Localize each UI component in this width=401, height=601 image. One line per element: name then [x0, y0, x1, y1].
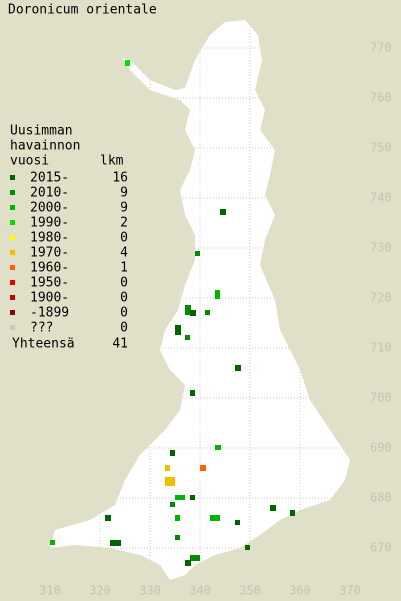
- y-tick-label: 680: [370, 491, 392, 505]
- legend-count: 0: [120, 306, 128, 321]
- legend-count: 1: [120, 261, 128, 276]
- legend-label: 1990-: [30, 216, 69, 231]
- legend-count: 9: [120, 186, 128, 201]
- observation: [235, 365, 241, 371]
- legend-swatch: [10, 280, 15, 285]
- legend-count: 16: [112, 171, 128, 186]
- y-tick-label: 690: [370, 441, 392, 455]
- observation: [190, 310, 196, 316]
- legend-count: 0: [120, 291, 128, 306]
- observation: [110, 540, 121, 546]
- y-tick-label: 760: [370, 91, 392, 105]
- legend-swatch: [10, 250, 15, 255]
- legend-count: 0: [120, 231, 128, 246]
- x-tick-label: 370: [339, 584, 361, 598]
- legend-count: 2: [120, 216, 128, 231]
- y-tick-label: 670: [370, 541, 392, 555]
- observation: [205, 310, 210, 315]
- observation: [195, 251, 200, 256]
- observation: [270, 505, 276, 511]
- observation: [215, 445, 221, 450]
- legend-heading: havainnon: [10, 139, 80, 154]
- count-heading: lkm: [100, 154, 124, 169]
- legend-swatch: [10, 190, 15, 195]
- observation: [170, 450, 175, 456]
- observation: [175, 325, 181, 335]
- y-tick-label: 750: [370, 141, 392, 155]
- legend-label: 1950-: [30, 276, 69, 291]
- legend-label: 1960-: [30, 261, 69, 276]
- observation: [175, 495, 185, 500]
- legend-swatch: [10, 295, 15, 300]
- observation: [190, 390, 195, 396]
- legend-label: 2015-: [30, 171, 69, 186]
- legend-count: 0: [120, 276, 128, 291]
- observations: [50, 60, 295, 566]
- legend-swatch: [10, 265, 15, 270]
- legend-label: 2000-: [30, 201, 69, 216]
- legend-label: 1980-: [30, 231, 69, 246]
- total-label: Yhteensä: [12, 337, 75, 352]
- x-tick-label: 320: [89, 584, 111, 598]
- legend-label: 1900-: [30, 291, 69, 306]
- y-tick-label: 730: [370, 241, 392, 255]
- legend-label: ???: [30, 321, 53, 336]
- observation: [235, 520, 240, 525]
- observation: [220, 209, 226, 215]
- observation: [190, 555, 200, 561]
- observation: [175, 535, 180, 540]
- legend-label: -1899: [30, 306, 69, 321]
- total: 41: [112, 337, 128, 352]
- x-tick-label: 310: [39, 584, 61, 598]
- legend-swatch: [10, 205, 15, 210]
- legend-swatch: [10, 175, 15, 180]
- observation: [175, 515, 180, 521]
- observation: [125, 60, 130, 66]
- y-tick-label: 700: [370, 391, 392, 405]
- observation: [185, 335, 190, 340]
- observation: [165, 465, 170, 471]
- observation: [50, 540, 55, 545]
- observation: [215, 290, 220, 299]
- x-tick-label: 350: [239, 584, 261, 598]
- observation: [170, 502, 175, 507]
- observation: [190, 495, 195, 500]
- legend-count: 4: [120, 246, 128, 261]
- legend-count: 9: [120, 201, 128, 216]
- observation: [245, 545, 250, 550]
- legend-swatch: [10, 235, 15, 240]
- legend-label: 2010-: [30, 186, 69, 201]
- observation: [290, 510, 295, 516]
- observation: [165, 477, 175, 486]
- legend-heading: Uusimman: [10, 124, 73, 139]
- title: Doronicum orientale: [8, 3, 157, 18]
- legend-swatch: [10, 325, 15, 330]
- x-tick-label: 340: [189, 584, 211, 598]
- x-tick-label: 330: [139, 584, 161, 598]
- observation: [105, 515, 111, 521]
- y-tick-label: 720: [370, 291, 392, 305]
- observation: [210, 515, 220, 521]
- legend-count: 0: [120, 321, 128, 336]
- observation: [200, 465, 206, 471]
- y-tick-label: 740: [370, 191, 392, 205]
- legend-swatch: [10, 310, 15, 315]
- legend-swatch: [10, 220, 15, 225]
- x-tick-label: 360: [289, 584, 311, 598]
- y-tick-label: 710: [370, 341, 392, 355]
- y-tick-label: 770: [370, 41, 392, 55]
- observation: [185, 560, 191, 566]
- legend-label: 1970-: [30, 246, 69, 261]
- observation: [185, 305, 191, 315]
- legend-heading: vuosi: [10, 154, 49, 169]
